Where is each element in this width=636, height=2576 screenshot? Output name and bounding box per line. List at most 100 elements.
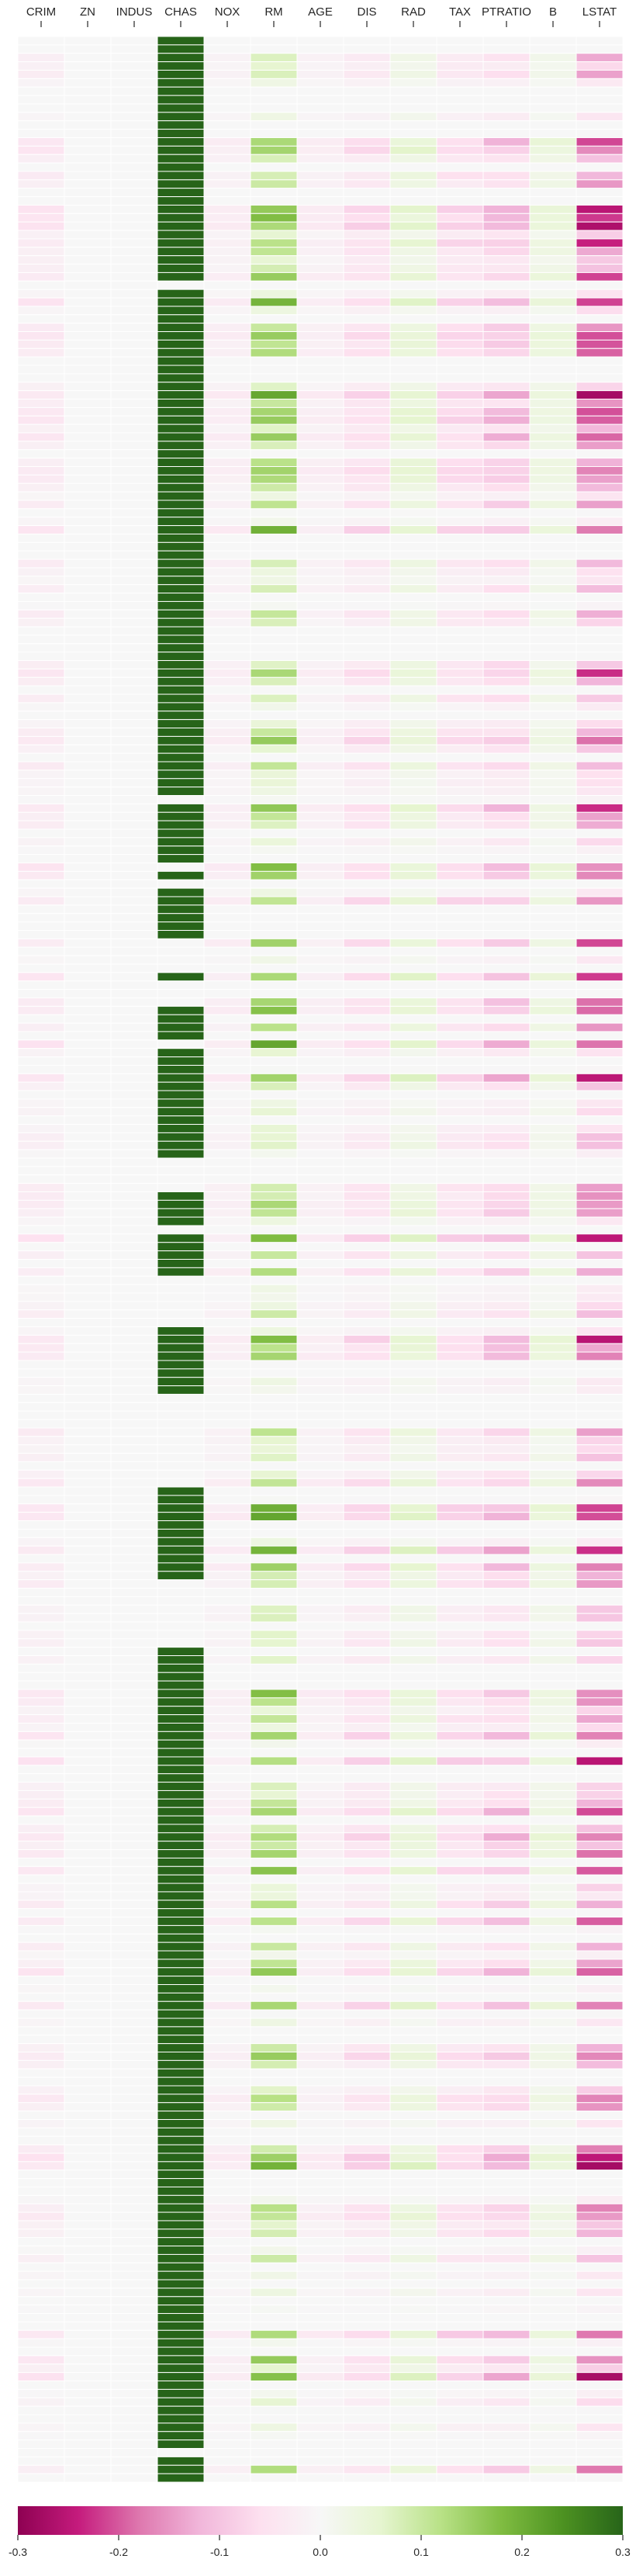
heatmap-cell — [17, 2279, 65, 2289]
heatmap-cell — [482, 609, 531, 619]
heatmap-cell — [482, 1259, 531, 1268]
heatmap-cell — [343, 365, 391, 375]
heatmap-cell — [436, 778, 484, 788]
heatmap-cell — [389, 171, 437, 181]
heatmap-cell — [17, 1748, 65, 1758]
heatmap-cell — [389, 685, 437, 695]
heatmap-cell — [157, 1183, 205, 1193]
heatmap-cell — [17, 1857, 65, 1867]
heatmap-cell — [389, 1714, 437, 1724]
heatmap-cell — [17, 567, 65, 577]
heatmap-cell — [157, 1798, 205, 1808]
heatmap-cell — [110, 1022, 158, 1032]
heatmap-cell — [576, 95, 624, 105]
heatmap-cell — [529, 1604, 577, 1614]
heatmap-cell — [529, 2287, 577, 2298]
heatmap-cell — [296, 2355, 344, 2365]
heatmap-cell — [110, 1064, 158, 1074]
heatmap-cell — [482, 1157, 531, 1167]
heatmap-cell — [64, 1309, 112, 1319]
heatmap-cell — [529, 2296, 577, 2306]
heatmap-cell — [576, 1588, 624, 1597]
heatmap-cell — [296, 769, 344, 780]
heatmap-cell — [157, 921, 205, 931]
heatmap-cell — [250, 1554, 298, 1564]
heatmap-cell — [17, 103, 65, 113]
heatmap-cell — [110, 441, 158, 451]
heatmap-cell — [110, 162, 158, 172]
heatmap-cell — [389, 795, 437, 804]
heatmap-cell — [250, 323, 298, 333]
heatmap-cell — [250, 1461, 298, 1471]
heatmap-cell — [576, 913, 624, 923]
heatmap-cell — [343, 1318, 391, 1327]
heatmap-cell — [203, 432, 251, 442]
heatmap-cell — [436, 2135, 484, 2146]
heatmap-cell — [296, 2270, 344, 2280]
heatmap-cell — [436, 373, 484, 383]
heatmap-cell — [436, 1427, 484, 1437]
heatmap-cell — [436, 1393, 484, 1403]
heatmap-cell — [482, 458, 531, 467]
heatmap-cell — [389, 1233, 437, 1243]
heatmap-cell — [203, 1014, 251, 1024]
heatmap-cell — [203, 1748, 251, 1758]
heatmap-cell — [529, 137, 577, 147]
heatmap-cell — [529, 1512, 577, 1522]
heatmap-cell — [157, 1216, 205, 1226]
heatmap-cell — [250, 449, 298, 459]
heatmap-cell — [110, 2102, 158, 2112]
heatmap-cell — [529, 609, 577, 619]
heatmap-cell — [157, 1976, 205, 1986]
heatmap-cell — [389, 415, 437, 425]
heatmap-cell — [250, 2270, 298, 2280]
heatmap-cell — [482, 626, 531, 636]
heatmap-cell — [343, 2059, 391, 2069]
heatmap-cell — [250, 2220, 298, 2230]
heatmap-cell — [436, 306, 484, 316]
heatmap-cell — [576, 2170, 624, 2180]
heatmap-cell — [110, 828, 158, 838]
heatmap-cell — [389, 2009, 437, 2019]
heatmap-cell — [64, 1680, 112, 1690]
heatmap-cell — [389, 1022, 437, 1032]
heatmap-cell — [17, 1149, 65, 1159]
heatmap-cell — [17, 2059, 65, 2069]
heatmap-cell — [64, 2220, 112, 2230]
heatmap-cell — [482, 314, 531, 324]
heatmap-cell — [17, 1368, 65, 1378]
heatmap-cell — [17, 1385, 65, 1395]
heatmap-cell — [110, 280, 158, 290]
heatmap-cell — [64, 1115, 112, 1125]
heatmap-cell — [250, 2178, 298, 2187]
heatmap-cell — [389, 2287, 437, 2298]
heatmap-cell — [110, 593, 158, 602]
heatmap-cell — [203, 1351, 251, 1361]
heatmap-cell — [576, 1706, 624, 1716]
heatmap-cell — [436, 1377, 484, 1387]
heatmap-cell — [576, 1731, 624, 1741]
heatmap-cell — [343, 2220, 391, 2230]
heatmap-cell — [296, 1950, 344, 1960]
heatmap-cell — [296, 2094, 344, 2104]
heatmap-cell — [343, 1385, 391, 1395]
heatmap-cell — [250, 862, 298, 872]
heatmap-cell — [296, 1174, 344, 1184]
heatmap-cell — [17, 1900, 65, 1910]
heatmap-cell — [110, 271, 158, 282]
heatmap-cell — [576, 323, 624, 333]
heatmap-cell — [203, 78, 251, 88]
heatmap-cell — [64, 406, 112, 417]
heatmap-cell — [203, 1453, 251, 1462]
heatmap-cell — [64, 465, 112, 475]
heatmap-cell — [296, 2220, 344, 2230]
heatmap-cell — [110, 533, 158, 543]
heatmap-cell — [389, 1014, 437, 1024]
heatmap-cell — [296, 1157, 344, 1167]
heatmap-cell — [343, 1756, 391, 1766]
heatmap-cell — [157, 271, 205, 282]
heatmap-cell — [389, 2085, 437, 2095]
heatmap-cell — [436, 643, 484, 653]
heatmap-cell — [343, 921, 391, 931]
heatmap-cell — [157, 1478, 205, 1488]
